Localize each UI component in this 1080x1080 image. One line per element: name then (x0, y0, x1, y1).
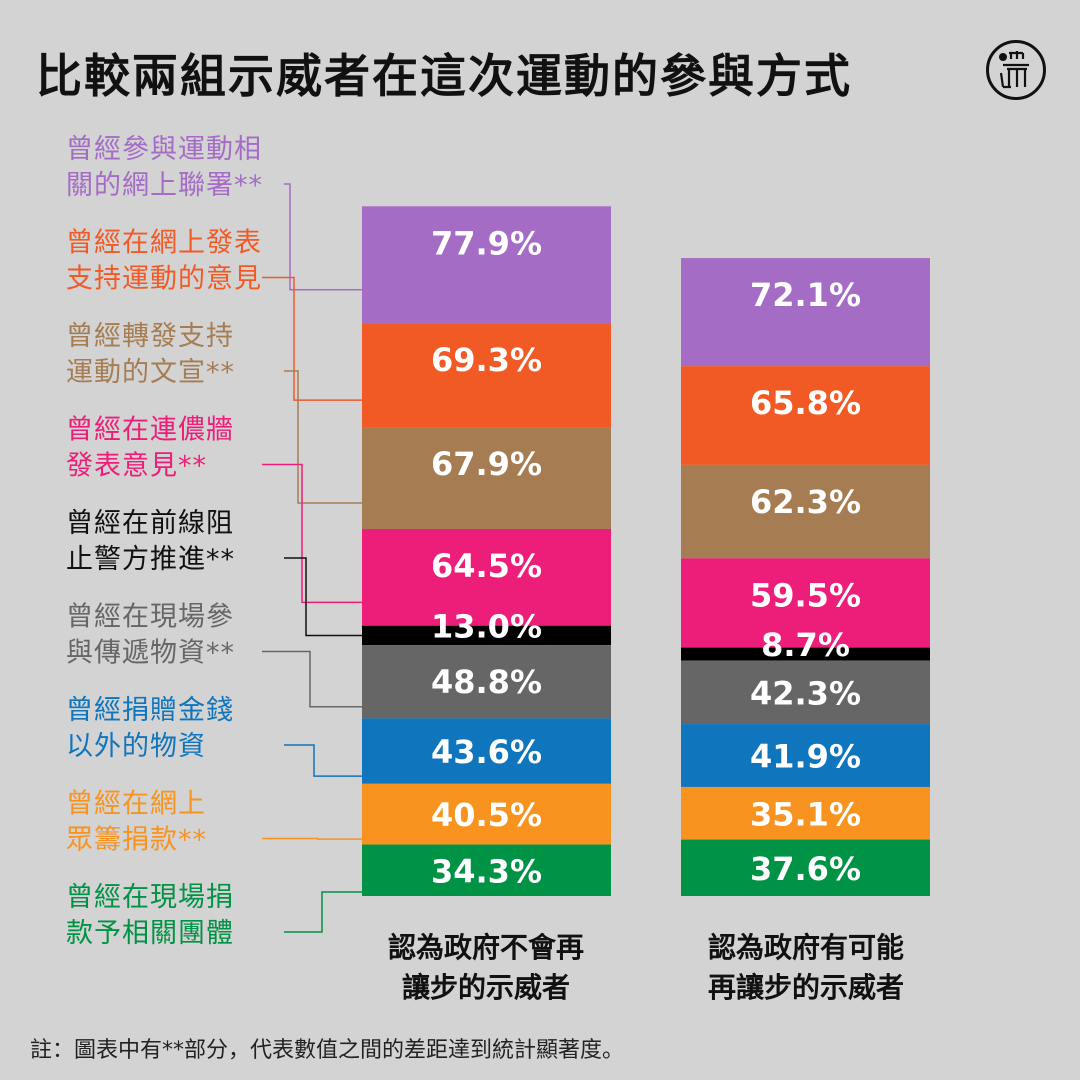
category-label: 曾經在現場參 (66, 602, 234, 633)
series-label-2-line-1: 認為政府有可能 (707, 931, 904, 964)
bar-segment (681, 464, 930, 559)
leader-line (284, 557, 362, 637)
data-label: 72.1% (750, 276, 861, 314)
data-label: 67.9% (431, 445, 542, 483)
leader-line (262, 276, 362, 401)
bar-segment (362, 528, 611, 626)
category-label: 與傳遞物資** (66, 638, 235, 669)
chart-title: 比較兩組示威者在這次運動的參與方式 (36, 49, 852, 103)
bar-segment (681, 258, 930, 367)
category-label: 曾經轉發支持 (66, 321, 234, 352)
bar-segment (681, 660, 930, 725)
bar-segment (362, 645, 611, 719)
logo-glyph (999, 51, 1029, 89)
category-label: 眾籌捐款** (66, 825, 207, 856)
series-label-2-line-2: 再讓步的示威者 (707, 971, 904, 1004)
series-label-1: 認為政府不會再 讓步的示威者 (336, 928, 636, 1008)
data-label: 40.5% (431, 796, 542, 834)
series-label-1-line-2: 讓步的示威者 (401, 971, 570, 1004)
bar-segment (362, 783, 611, 845)
leader-line (284, 891, 362, 933)
bar-segment (681, 724, 930, 787)
category-label: 發表意見** (66, 451, 207, 482)
category-label: 曾經參與運動相 (66, 134, 262, 165)
data-label: 64.5% (431, 547, 542, 585)
bar-segment (362, 427, 611, 529)
bar-segment (362, 323, 611, 428)
data-label: 8.7% (761, 626, 850, 664)
leader-line (262, 650, 362, 708)
data-label: 35.1% (750, 795, 861, 833)
bar-segment (681, 558, 930, 648)
leader-line (284, 744, 362, 777)
category-label: 曾經在前線阻 (66, 508, 234, 539)
category-label: 款予相關團體 (66, 918, 234, 949)
data-label: 65.8% (750, 384, 861, 422)
category-label: 曾經在網上發表 (66, 228, 262, 259)
bar-segment (362, 718, 611, 784)
data-label: 77.9% (431, 224, 542, 262)
category-label: 運動的文宣** (66, 357, 235, 388)
category-label: 曾經在網上 (66, 789, 206, 820)
data-label: 34.3% (431, 852, 542, 890)
data-label: 37.6% (750, 850, 861, 888)
category-label: 支持運動的意見 (66, 264, 262, 295)
data-label: 43.6% (431, 733, 542, 771)
data-label: 42.3% (750, 674, 861, 712)
series-label-1-line-1: 認為政府不會再 (387, 931, 584, 964)
data-label: 13.0% (431, 607, 542, 645)
bar-segment (362, 625, 611, 646)
bar-segment (681, 366, 930, 465)
data-label: 41.9% (750, 738, 861, 776)
leader-line (262, 463, 362, 604)
data-label: 48.8% (431, 663, 542, 701)
category-label: 曾經捐贈金錢 (66, 695, 234, 726)
series-label-2: 認為政府有可能 再讓步的示威者 (656, 928, 956, 1008)
category-label: 以外的物資 (66, 731, 206, 762)
footnote: 註：圖表中有**部分，代表數值之間的差距達到統計顯著度。 (30, 1038, 625, 1063)
bar-segment (362, 844, 611, 896)
bar-segment (681, 647, 930, 661)
category-label: 曾經在連儂牆 (66, 415, 234, 446)
bar-segment (681, 786, 930, 840)
leader-line (262, 837, 362, 840)
data-label: 59.5% (750, 576, 861, 614)
leader-line (284, 370, 362, 504)
category-label: 關的網上聯署** (66, 170, 263, 201)
data-label: 69.3% (431, 341, 542, 379)
bar-segment (362, 206, 611, 324)
category-label: 止警方推進** (66, 544, 235, 575)
bar-segment (681, 839, 930, 896)
data-label: 62.3% (750, 483, 861, 521)
initium-logo-icon (986, 40, 1046, 100)
category-label: 曾經在現場捐 (66, 882, 234, 913)
leader-line (284, 183, 362, 291)
